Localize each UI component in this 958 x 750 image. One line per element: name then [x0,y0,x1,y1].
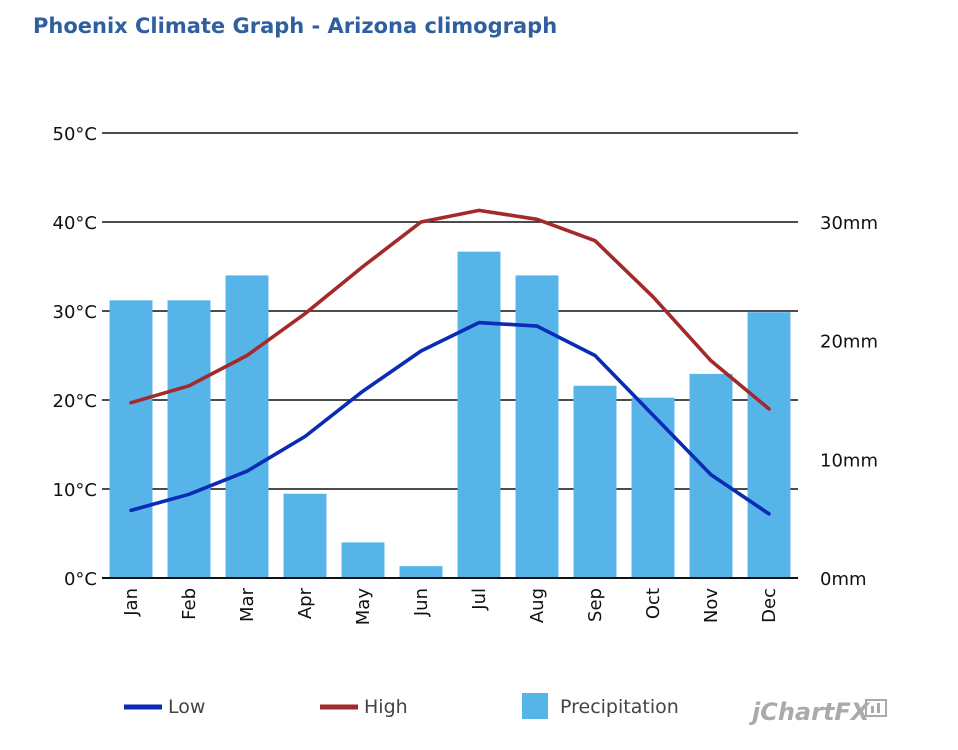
brand-logo: jChartFX [748,698,871,726]
chart-title: Phoenix Climate Graph - Arizona climogra… [33,14,558,38]
y-left-tick-label: 0°C [64,569,97,590]
x-tick-label: Oct [643,588,664,619]
legend-swatch-precipitation [522,693,548,719]
precipitation-bar [167,300,211,578]
legend-label-low: Low [168,696,205,718]
legend-label-high: High [364,696,408,718]
x-tick-label: Jun [411,588,432,617]
precipitation-bar [109,300,153,578]
y-right-tick-label: 10mm [820,450,878,471]
precipitation-bar [399,566,443,578]
y-left-tick-label: 40°C [53,213,97,234]
legend-label-precipitation: Precipitation [560,696,679,718]
y-right-tick-label: 20mm [820,332,878,353]
axes: 0°C 10°C 20°C 30°C 40°C 50°C 0mm 10mm 20mm 30mm Ja… [53,124,878,625]
gridlines [102,132,798,490]
precipitation-bar [225,275,269,578]
x-tick-label: Aug [527,588,548,623]
y-left-tick-label: 10°C [53,480,97,501]
x-tick-label: Feb [179,588,200,620]
precipitation-bar [747,312,791,578]
precipitation-bar [515,275,559,578]
x-tick-label: Jul [469,588,490,611]
precipitation-bar [283,493,327,578]
x-tick-label: Nov [701,588,722,623]
precipitation-bar [573,385,617,578]
brand-icon [865,699,887,717]
precipitation-bar [341,542,385,578]
x-tick-label: May [353,588,374,626]
precipitation-bars [109,251,791,578]
y-left-tick-label: 20°C [53,391,97,412]
x-tick-label: Mar [237,587,258,622]
precipitation-bar [631,397,675,578]
y-right-tick-label: 0mm [820,569,867,590]
y-left-tick-label: 50°C [53,124,97,145]
temperature-lines [129,208,771,516]
series-line-high [129,208,771,411]
series-line-low [129,320,771,516]
legend: Low High Precipitation [124,693,679,719]
x-tick-label: Sep [585,588,606,622]
y-right-tick-label: 30mm [820,213,878,234]
y-left-tick-label: 30°C [53,302,97,323]
x-tick-label: Jan [121,588,142,617]
precipitation-bar [457,251,501,578]
x-tick-label: Apr [295,587,316,619]
x-tick-label: Dec [759,588,780,623]
